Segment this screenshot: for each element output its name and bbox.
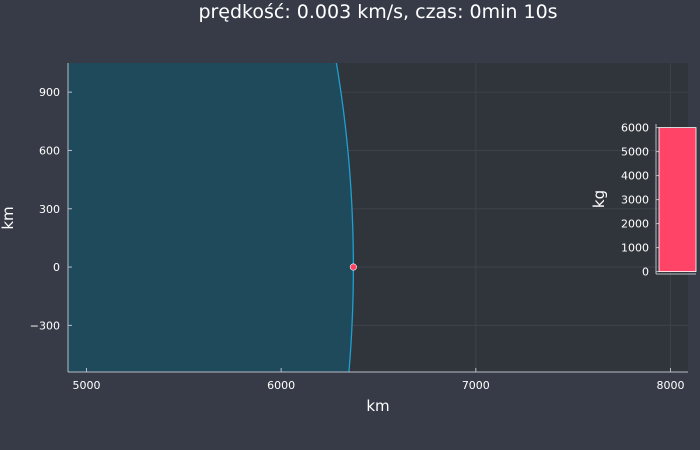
spacecraft-marker [349, 263, 357, 271]
bars [658, 127, 697, 272]
bar-y-tick-label: 3000 [621, 194, 649, 207]
bar-y-tick-label: 6000 [621, 122, 649, 135]
main-plot: 5000 6000 7000 8000 −300 0 300 600 900 km km [0, 63, 688, 415]
bar-axes [655, 124, 696, 275]
x-tick-labels: 5000 6000 7000 8000 [72, 379, 684, 392]
bar-y-tick-label: 1000 [621, 242, 649, 255]
x-tick-label: 6000 [267, 379, 295, 392]
x-tick-label: 8000 [656, 379, 684, 392]
y-tick-label: 600 [39, 144, 60, 157]
y-tick-labels: −300 0 300 600 900 [30, 86, 60, 332]
y-tick-label: 300 [39, 203, 60, 216]
y-tick-label: 900 [39, 86, 60, 99]
bar-y-axis-label: kg [590, 190, 608, 208]
x-tick-label: 7000 [462, 379, 490, 392]
y-tick-label: 0 [53, 261, 60, 274]
y-tick-label: −300 [30, 319, 60, 332]
bar-y-tick-labels: 0 1000 2000 3000 4000 5000 6000 [621, 122, 649, 279]
x-axis-label: km [366, 397, 389, 415]
x-tick-label: 5000 [72, 379, 100, 392]
bar-y-tick-label: 5000 [621, 146, 649, 159]
mass-bar [658, 127, 697, 272]
axes [67, 63, 688, 373]
bar-y-tick-label: 2000 [621, 218, 649, 231]
bar-y-tick-label: 0 [642, 266, 649, 279]
bar-y-tick-label: 4000 [621, 170, 649, 183]
planet-surface [68, 63, 354, 372]
y-axis-label: km [0, 206, 17, 229]
chart-title: prędkość: 0.003 km/s, czas: 0min 10s [198, 1, 557, 23]
points [335, 63, 357, 372]
planet-edge [335, 63, 355, 372]
mass-bar-chart: 0 1000 2000 3000 4000 5000 6000 kg [590, 122, 697, 279]
